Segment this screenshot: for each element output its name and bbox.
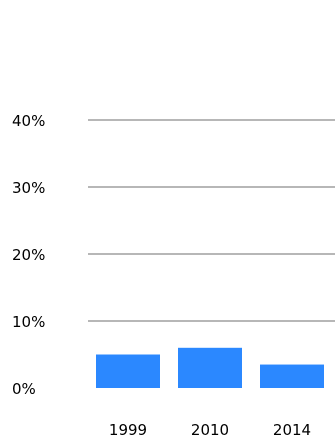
y-axis-tick-labels: 0% 10% 20% 30% 40% xyxy=(12,112,45,398)
y-tick-label: 40% xyxy=(12,112,45,130)
x-tick-label: 2010 xyxy=(191,421,229,439)
y-tick-label: 10% xyxy=(12,313,45,331)
y-tick-label: 0% xyxy=(12,380,36,398)
y-tick-label: 30% xyxy=(12,179,45,197)
x-axis-tick-labels: 1999 2010 2014 xyxy=(109,421,311,439)
x-tick-label: 1999 xyxy=(109,421,147,439)
gridlines xyxy=(88,119,335,322)
bar-2014 xyxy=(260,364,324,388)
bars xyxy=(96,347,324,388)
bar-1999 xyxy=(96,354,160,388)
y-tick-label: 20% xyxy=(12,246,45,264)
x-tick-label: 2014 xyxy=(273,421,311,439)
bar-2010 xyxy=(178,347,242,388)
